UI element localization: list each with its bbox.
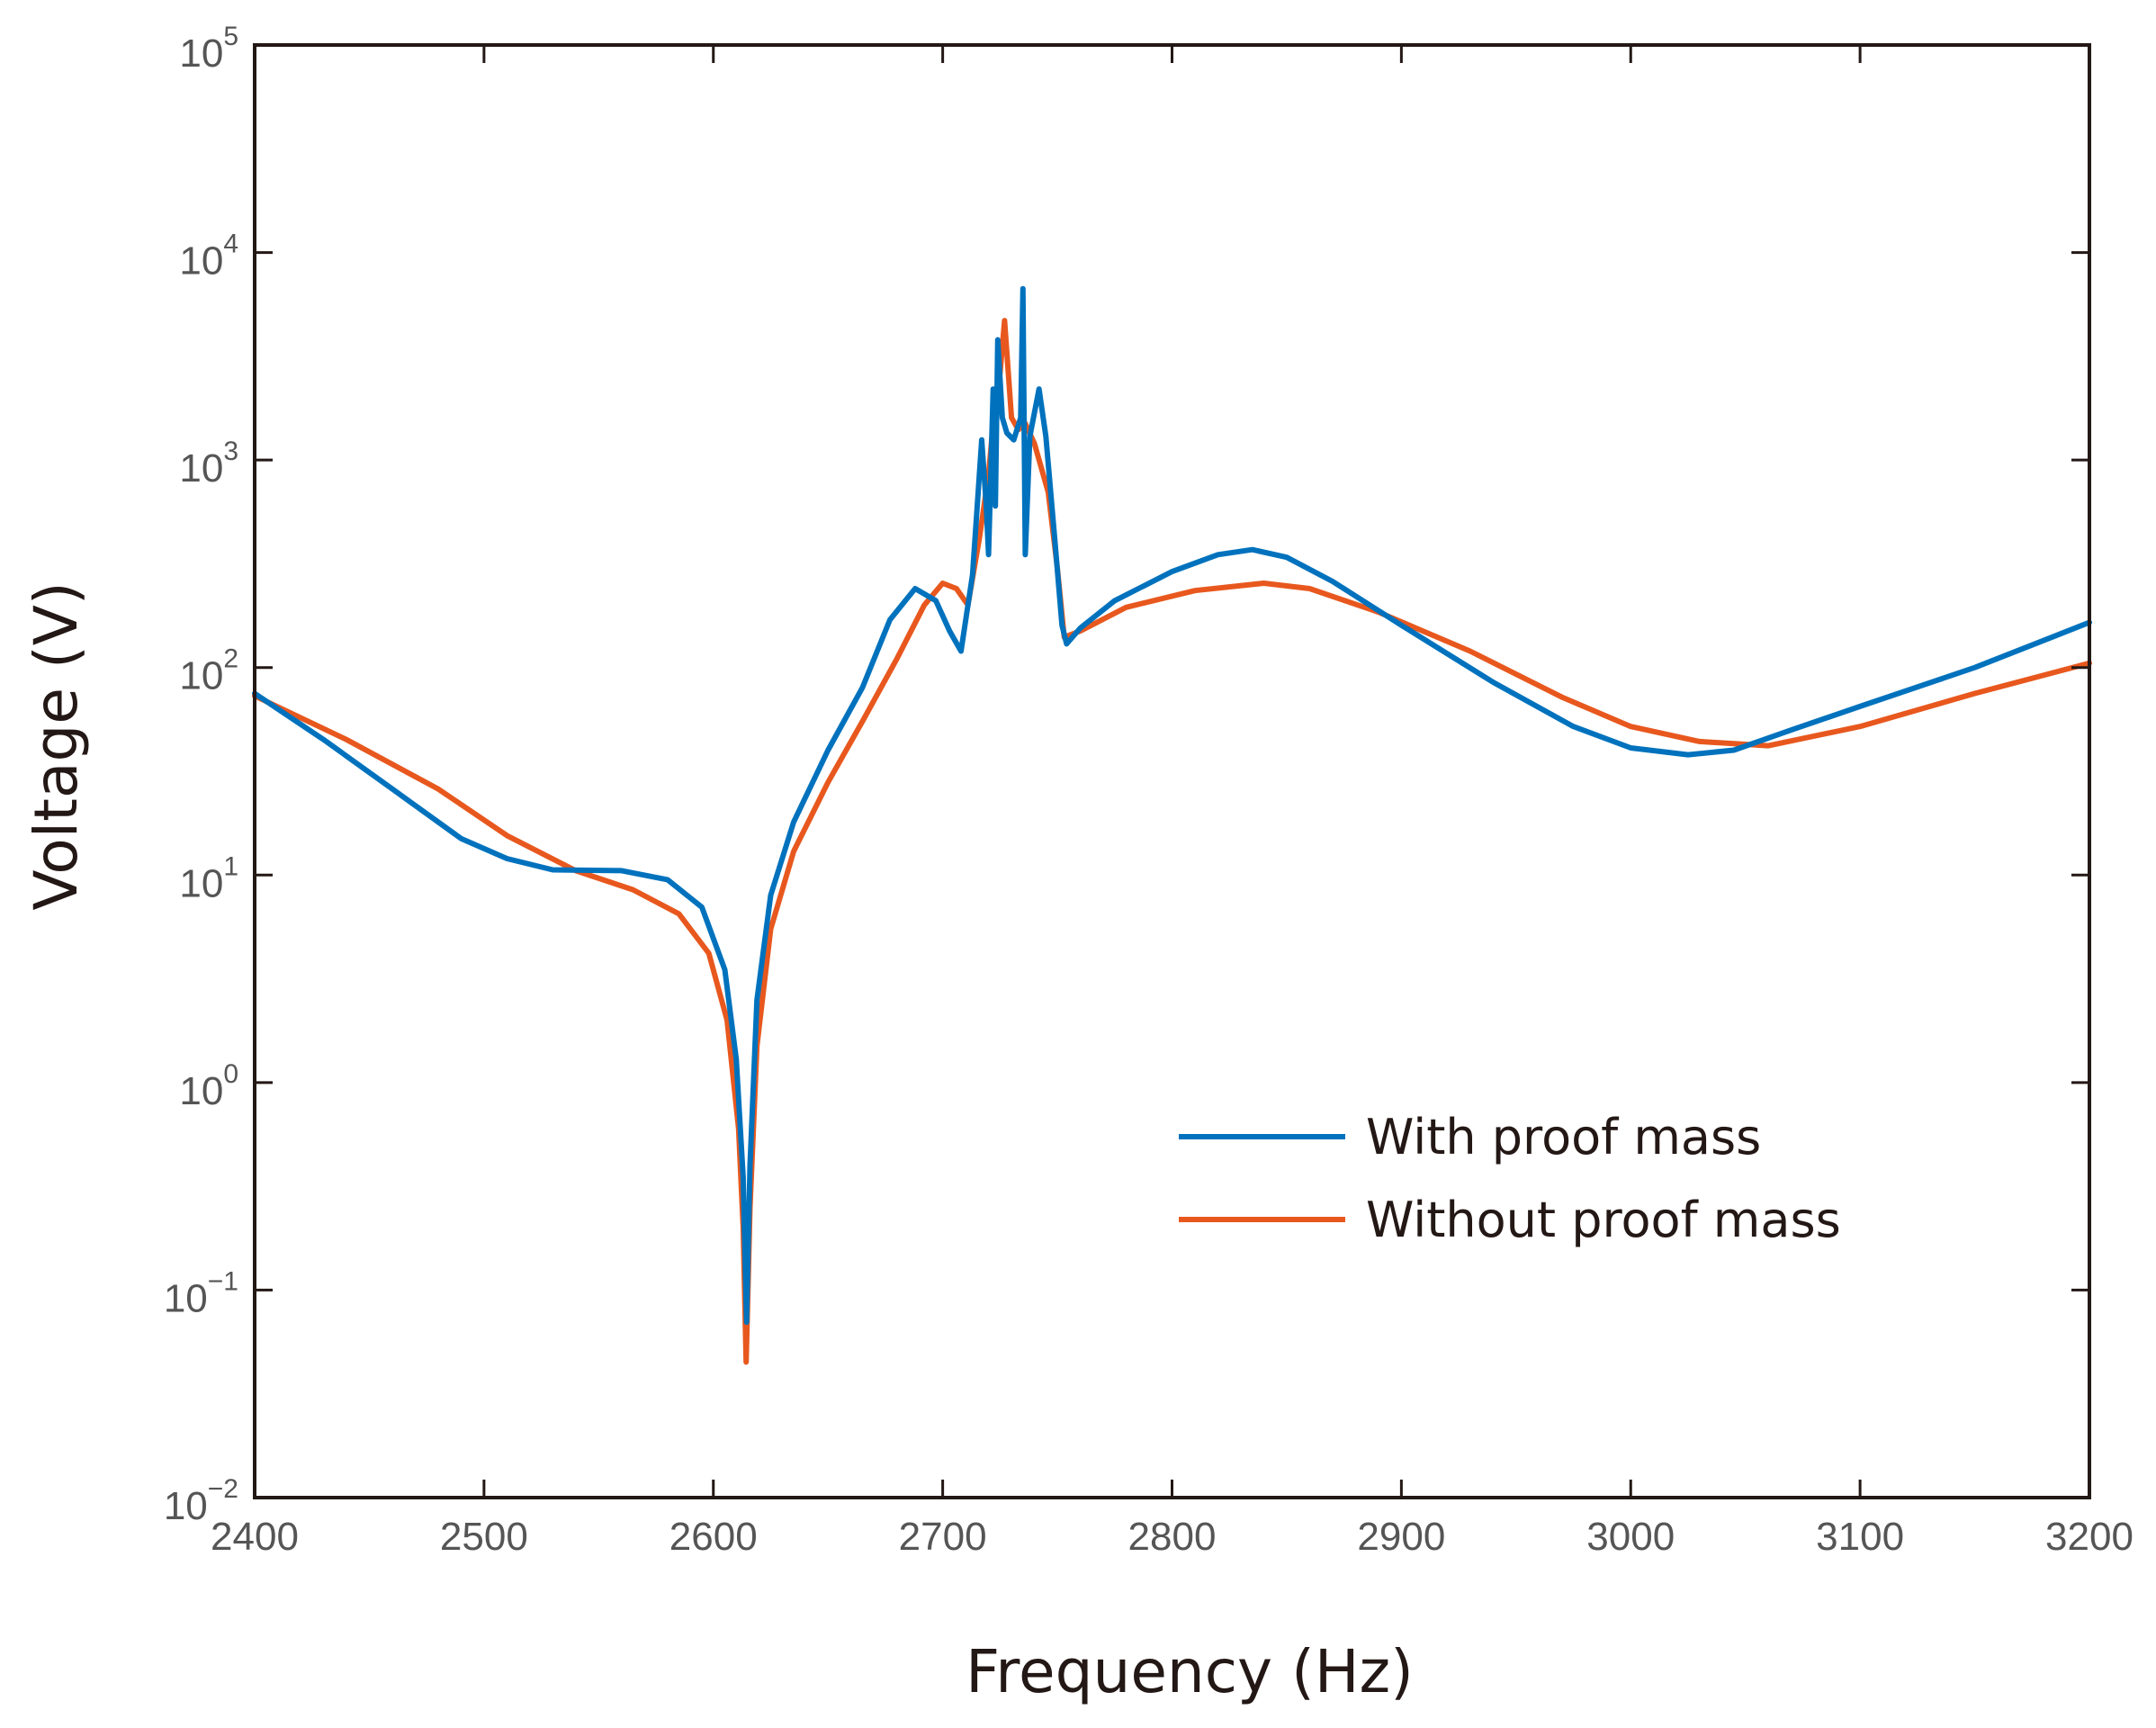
y-tick-label: 102 [179,644,238,698]
y-tick-label: 101 [179,851,238,905]
x-tick-label: 2800 [1128,1515,1217,1559]
y-tick-label: 105 [179,22,238,76]
legend-label-without-proof-mass: Without proof mass [1366,1192,1841,1248]
y-tick-label: 103 [179,436,238,490]
series-line-with-proof-mass [252,285,2092,1326]
x-tick-label: 3100 [1816,1515,1904,1559]
x-tick-label: 3000 [1586,1515,1675,1559]
x-tick-label: 2600 [669,1515,758,1559]
x-tick-label: 2900 [1357,1515,1445,1559]
plot-area [252,285,2092,1365]
y-tick-label: 100 [179,1059,238,1113]
y-tick-label: 104 [179,230,238,284]
y-tick-label: 10−1 [164,1266,238,1320]
y-tick-label: 10−2 [164,1474,238,1528]
legend: With proof mass Without proof mass [1179,1109,1841,1248]
x-axis-label: Frequency (Hz) [966,1637,1414,1706]
legend-label-with-proof-mass: With proof mass [1366,1109,1761,1166]
x-tick-label: 2700 [899,1515,987,1559]
tick-labels: 2400 2500 2600 2700 2800 2900 3000 3100 3200 10−2… [164,22,2134,1559]
x-tick-label: 3200 [2045,1515,2134,1559]
axes-frame [253,43,2091,1499]
y-axis-label: Voltage (V) [22,581,91,910]
x-tick-label: 2400 [211,1515,299,1559]
x-tick-label: 2500 [440,1515,528,1559]
axis-ticks [253,43,2091,1499]
